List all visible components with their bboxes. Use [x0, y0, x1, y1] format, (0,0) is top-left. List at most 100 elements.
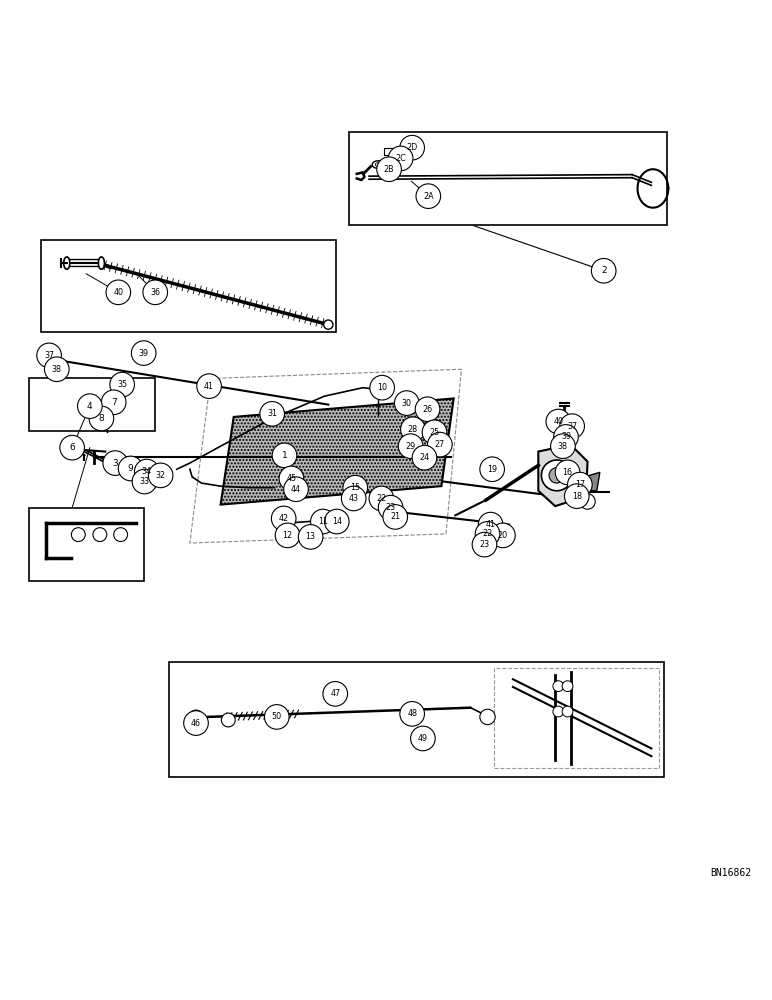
Circle shape — [550, 434, 575, 458]
Text: 28: 28 — [408, 425, 418, 434]
Text: 38: 38 — [558, 442, 568, 451]
Text: 35: 35 — [117, 380, 127, 389]
Circle shape — [184, 711, 208, 735]
Polygon shape — [584, 472, 600, 491]
Circle shape — [549, 468, 564, 483]
Circle shape — [276, 523, 300, 548]
Text: 15: 15 — [350, 483, 361, 492]
Text: 23: 23 — [479, 540, 489, 549]
Circle shape — [189, 710, 203, 724]
Text: 34: 34 — [142, 467, 152, 476]
Text: 39: 39 — [139, 349, 149, 358]
Circle shape — [273, 443, 296, 468]
Circle shape — [143, 280, 168, 305]
Circle shape — [279, 466, 303, 491]
Text: BN16862: BN16862 — [710, 868, 751, 878]
Text: 2C: 2C — [395, 154, 406, 163]
Circle shape — [45, 357, 69, 382]
Circle shape — [562, 681, 573, 692]
Circle shape — [400, 702, 425, 726]
Text: 37: 37 — [567, 422, 577, 431]
Circle shape — [416, 184, 441, 208]
Text: 16: 16 — [563, 468, 573, 477]
FancyBboxPatch shape — [42, 240, 336, 332]
Circle shape — [562, 706, 573, 717]
Circle shape — [260, 402, 284, 426]
Circle shape — [318, 514, 330, 526]
Text: 14: 14 — [332, 517, 342, 526]
Text: 2D: 2D — [407, 143, 418, 152]
Text: 40: 40 — [113, 288, 124, 297]
Circle shape — [283, 477, 308, 502]
Circle shape — [370, 375, 394, 400]
Text: 22: 22 — [482, 529, 493, 538]
Circle shape — [148, 463, 173, 488]
Circle shape — [560, 414, 584, 438]
Circle shape — [132, 469, 157, 494]
Circle shape — [222, 713, 235, 727]
Polygon shape — [221, 398, 454, 505]
Circle shape — [564, 484, 589, 508]
Circle shape — [400, 135, 425, 160]
Ellipse shape — [560, 447, 569, 453]
Circle shape — [45, 347, 59, 361]
Text: 33: 33 — [140, 477, 150, 486]
Circle shape — [298, 525, 323, 549]
Circle shape — [567, 472, 592, 497]
Text: 42: 42 — [279, 514, 289, 523]
Text: 49: 49 — [418, 734, 428, 743]
Circle shape — [131, 341, 156, 365]
Circle shape — [383, 505, 408, 529]
Ellipse shape — [560, 420, 569, 426]
Text: 2B: 2B — [384, 165, 394, 174]
Circle shape — [541, 460, 572, 491]
Circle shape — [480, 457, 504, 482]
Circle shape — [394, 391, 419, 415]
Circle shape — [553, 706, 564, 717]
Ellipse shape — [64, 257, 69, 269]
Circle shape — [118, 456, 143, 481]
Text: 38: 38 — [52, 365, 62, 374]
Text: 37: 37 — [44, 351, 54, 360]
Ellipse shape — [560, 440, 569, 445]
Text: 36: 36 — [151, 288, 161, 297]
Text: 21: 21 — [390, 512, 401, 521]
Text: 47: 47 — [330, 689, 340, 698]
Circle shape — [77, 394, 102, 418]
Circle shape — [341, 486, 366, 511]
Text: 25: 25 — [429, 428, 439, 437]
Circle shape — [580, 494, 595, 509]
Text: 44: 44 — [291, 485, 301, 494]
Text: 27: 27 — [435, 440, 445, 449]
Circle shape — [110, 372, 134, 397]
FancyBboxPatch shape — [29, 378, 155, 431]
Circle shape — [71, 528, 85, 542]
Circle shape — [401, 417, 425, 442]
Circle shape — [369, 486, 394, 511]
Text: 1: 1 — [282, 451, 287, 460]
Text: 17: 17 — [575, 480, 585, 489]
Circle shape — [304, 528, 317, 540]
Ellipse shape — [372, 161, 384, 168]
Circle shape — [272, 506, 296, 531]
Circle shape — [415, 397, 440, 422]
Circle shape — [378, 495, 403, 520]
Text: 29: 29 — [405, 442, 416, 451]
Text: 46: 46 — [191, 719, 201, 728]
FancyBboxPatch shape — [349, 132, 667, 225]
FancyBboxPatch shape — [169, 662, 665, 777]
Circle shape — [546, 409, 571, 434]
Circle shape — [472, 532, 496, 557]
Text: 18: 18 — [572, 492, 582, 501]
Circle shape — [555, 460, 580, 485]
Circle shape — [134, 459, 159, 484]
Text: 8: 8 — [99, 414, 104, 423]
Text: 45: 45 — [286, 474, 296, 483]
Text: 22: 22 — [376, 494, 387, 503]
Circle shape — [197, 374, 222, 398]
Circle shape — [479, 512, 503, 537]
Circle shape — [377, 157, 401, 182]
Circle shape — [101, 390, 126, 415]
Text: 19: 19 — [487, 465, 497, 474]
Circle shape — [388, 146, 413, 171]
